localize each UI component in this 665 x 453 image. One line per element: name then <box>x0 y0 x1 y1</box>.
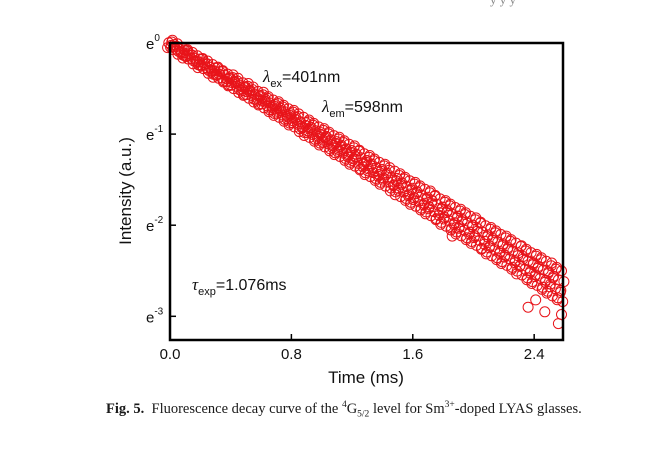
data-point <box>505 235 516 247</box>
data-point <box>304 123 316 135</box>
data-point <box>359 169 371 181</box>
data-point <box>459 209 471 220</box>
decay-chart: 0.0 0.8 1.6 2.4 e0 e-1 e-2 e-3 Time (ms) Inten… <box>116 33 570 387</box>
data-point <box>486 234 498 246</box>
x-tick-label: 0.8 <box>281 346 302 363</box>
data-point <box>502 243 513 255</box>
data-point <box>444 200 456 212</box>
data-point <box>207 71 219 83</box>
data-point <box>517 253 529 265</box>
data-point-outlier <box>530 294 542 306</box>
data-point <box>292 111 304 122</box>
annotation-lifetime: τexp=1.076ms <box>192 275 287 298</box>
data-point <box>520 245 532 257</box>
data-point <box>262 92 274 104</box>
data-point-outlier <box>522 301 534 313</box>
data-point <box>410 188 422 200</box>
y-tick-label: e-3 <box>146 306 164 326</box>
data-point <box>353 145 365 157</box>
data-point <box>344 158 356 170</box>
data-point <box>307 119 319 131</box>
data-point <box>489 227 501 239</box>
data-point <box>383 164 395 176</box>
data-point <box>514 260 526 272</box>
data-point-outlier <box>539 306 551 318</box>
data-point <box>429 190 441 202</box>
annotation-emission: λem=598nm <box>321 97 403 120</box>
svg-text:λex=401nm: λex=401nm <box>262 67 340 90</box>
data-point <box>554 286 566 298</box>
tau-symbol: τ <box>192 275 199 294</box>
data-point <box>231 75 243 87</box>
y-tick-label: e-2 <box>146 215 164 235</box>
data-point <box>322 128 334 140</box>
y-tick-label: e-1 <box>146 124 164 144</box>
data-point <box>535 254 547 266</box>
cropped-header-text: ŷ ŷ ŷ <box>490 0 516 8</box>
data-point <box>414 182 425 194</box>
lambda-symbol: λ <box>262 67 270 86</box>
figure-caption: Fig. 5. Fluorescence decay curve of the … <box>106 400 582 420</box>
svg-text:τexp=1.076ms: τexp=1.076ms <box>192 275 287 298</box>
x-axis-ticks: 0.0 0.8 1.6 2.4 <box>160 334 545 363</box>
plot-frame <box>168 41 565 342</box>
data-point <box>368 155 380 167</box>
data-point <box>556 265 567 277</box>
data-point <box>398 173 410 185</box>
caption-label: Fig. 5. <box>106 400 145 417</box>
x-tick-label: 0.0 <box>160 346 181 363</box>
svg-text:λem=598nm: λem=598nm <box>321 97 403 120</box>
data-point <box>474 217 486 229</box>
data-point <box>499 251 510 263</box>
data-point <box>377 174 389 186</box>
data-point-outlier <box>556 309 567 320</box>
data-point <box>277 101 289 113</box>
data-points <box>162 34 570 330</box>
data-point <box>216 65 228 77</box>
annotation-excitation: λex=401nm <box>262 67 340 90</box>
data-point <box>247 84 259 96</box>
y-axis-ticks: e0 e-1 e-2 e-3 <box>146 33 176 326</box>
data-point <box>550 263 562 275</box>
data-point-outlier <box>446 230 458 242</box>
data-point <box>301 127 313 139</box>
data-point <box>483 242 495 254</box>
data-point <box>338 137 350 148</box>
x-axis-title: Time (ms) <box>328 368 404 387</box>
x-tick-label: 2.4 <box>524 346 545 363</box>
lambda-symbol: λ <box>321 97 329 116</box>
x-tick-label: 1.6 <box>402 346 423 363</box>
y-tick-label: e0 <box>146 33 160 53</box>
data-point <box>316 136 328 148</box>
y-axis-title: Intensity (a.u.) <box>116 137 135 245</box>
